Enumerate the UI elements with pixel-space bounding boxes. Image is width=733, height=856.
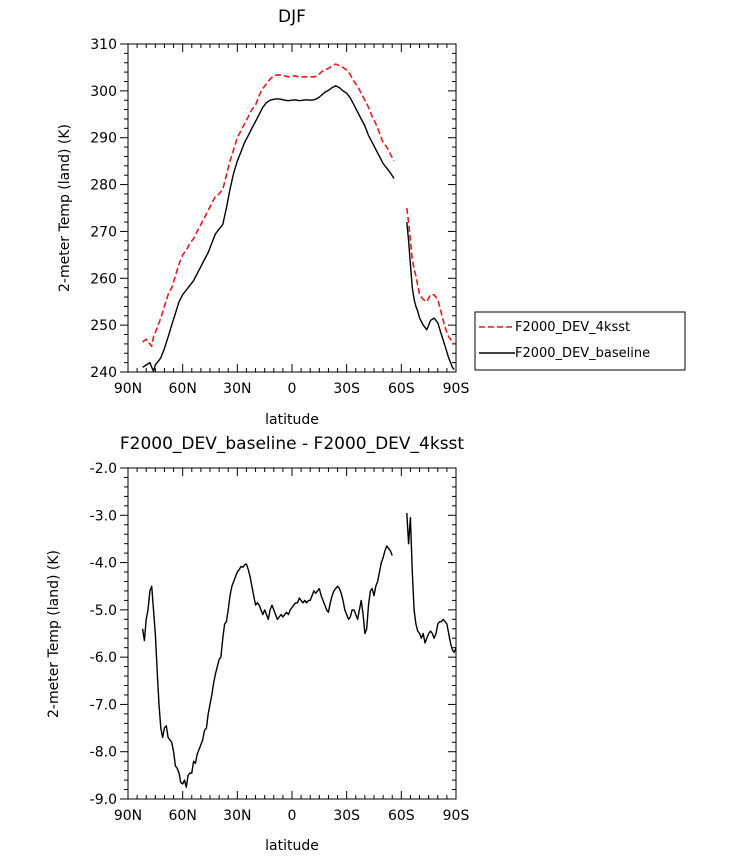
y-tick-label: -7.0: [90, 697, 117, 713]
y-tick-label: -3.0: [90, 508, 117, 524]
y-axis-label: 2-meter Temp (land) (K): [46, 550, 62, 718]
series-line-f2000-dev-baseline: [406, 222, 455, 371]
y-tick-label: 290: [90, 131, 117, 147]
x-tick-label: 90N: [114, 381, 142, 397]
y-tick-label: 270: [90, 224, 117, 240]
series-line-f2000-dev-4ksst: [406, 207, 455, 344]
x-tick-label: 30S: [333, 808, 360, 824]
difference-series-line: [406, 512, 457, 654]
x-axis-label: latitude: [265, 412, 319, 428]
series-layer: [141, 512, 457, 788]
x-tick-label: 0: [288, 808, 297, 824]
series-layer: [142, 63, 455, 372]
legend-label-baseline: F2000_DEV_baseline: [515, 346, 650, 361]
y-tick-label: 260: [90, 271, 117, 287]
x-tick-label: 90N: [114, 808, 142, 824]
x-tick-label: 90S: [443, 808, 470, 824]
chart-title: DJF: [278, 7, 306, 27]
y-axis-label: 2-meter Temp (land) (K): [57, 124, 73, 292]
legend: F2000_DEV_4ksst F2000_DEV_baseline: [474, 311, 686, 371]
difference-series-line: [141, 545, 393, 788]
legend-box: [474, 311, 686, 371]
x-tick-label: 30N: [223, 808, 251, 824]
y-tick-label: 300: [90, 84, 117, 100]
x-tick-label: 30S: [333, 381, 360, 397]
panel-djf: DJF 90N 60N 30N 0 30S 60S 90S 240 250 260 270 280 29…: [57, 7, 469, 428]
x-tick-label: 60N: [169, 808, 197, 824]
y-tick-label: -6.0: [90, 650, 117, 666]
legend-label-4ksst: F2000_DEV_4ksst: [515, 320, 630, 335]
y-tick-label: -2.0: [90, 461, 117, 477]
chart-title: F2000_DEV_baseline - F2000_DEV_4ksst: [120, 434, 465, 454]
x-tick-label: 0: [288, 381, 297, 397]
y-tick-label: -5.0: [90, 603, 117, 619]
y-tick-label: -4.0: [90, 556, 117, 572]
y-tick-label: -8.0: [90, 745, 117, 761]
series-line-f2000-dev-baseline: [142, 85, 395, 372]
x-tick-label: 60S: [388, 381, 415, 397]
ticks-layer: 90N 60N 30N 0 30S 60S 90S 240 250 260 270 280 290 300…: [90, 37, 469, 397]
x-tick-label: 60S: [388, 808, 415, 824]
y-tick-label: 250: [90, 318, 117, 334]
x-axis-label: latitude: [265, 838, 319, 854]
x-tick-label: 30N: [223, 381, 251, 397]
series-line-f2000-dev-4ksst: [142, 63, 395, 347]
y-tick-label: -9.0: [90, 792, 117, 808]
ticks-layer: 90N 60N 30N 0 30S 60S 90S -2.0 -3.0 -4.0 -5.0 -6.0 -…: [90, 461, 470, 824]
panel-difference: F2000_DEV_baseline - F2000_DEV_4ksst 90N…: [46, 434, 469, 854]
x-tick-label: 60N: [169, 381, 197, 397]
x-tick-label: 90S: [443, 381, 470, 397]
y-tick-label: 280: [90, 178, 117, 194]
y-tick-label: 240: [90, 365, 117, 381]
y-tick-label: 310: [90, 37, 117, 53]
